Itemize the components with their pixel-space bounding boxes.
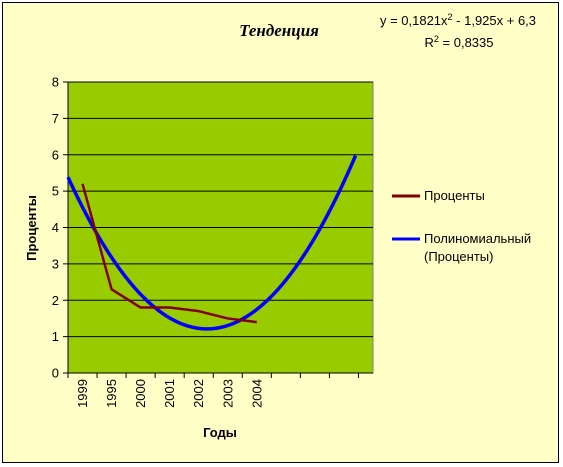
chart-title: Тенденция xyxy=(239,21,319,40)
x-axis-ticks: 1999 1995 2000 2001 2002 2003 2004 xyxy=(67,373,359,408)
y-tick-label: 3 xyxy=(52,256,59,271)
y-tick-label: 8 xyxy=(52,75,59,90)
x-tick-label: 2001 xyxy=(162,379,177,408)
equation-line-2: R2 = 0,8335 xyxy=(425,34,494,50)
y-axis-label: Проценты xyxy=(24,195,39,261)
y-tick-label: 2 xyxy=(52,293,59,308)
x-tick-label: 2003 xyxy=(220,379,235,408)
y-tick-label: 0 xyxy=(52,366,59,381)
series-polynomial-trend-line xyxy=(66,154,358,331)
y-axis-ticks: 0 1 2 3 4 5 6 7 8 xyxy=(52,75,68,381)
y-tick-label: 5 xyxy=(52,184,59,199)
y-tick-label: 7 xyxy=(52,111,59,126)
legend-label-polynomial: Полиномиальный (Проценты) xyxy=(424,231,535,264)
x-tick-label: 1999 xyxy=(75,379,90,408)
x-tick-label: 1995 xyxy=(104,379,119,408)
legend-label-percent: Проценты xyxy=(424,188,485,203)
x-tick-label: 2004 xyxy=(249,379,264,408)
x-tick-label: 2000 xyxy=(133,379,148,408)
equation-line-1: y = 0,1821x2 - 1,925x + 6,3 xyxy=(380,12,536,28)
trendline-equation: y = 0,1821x2 - 1,925x + 6,3 R2 = 0,8335 xyxy=(380,12,536,50)
x-axis-label: Годы xyxy=(203,425,237,440)
legend-label-polynomial-line-1: Полиномиальный xyxy=(424,231,531,246)
y-tick-label: 4 xyxy=(52,220,59,235)
series-percent-line xyxy=(81,183,257,324)
legend: Проценты Полиномиальный (Проценты) xyxy=(392,188,535,264)
y-tick-label: 6 xyxy=(52,147,59,162)
y-tick-label: 1 xyxy=(52,329,59,344)
x-tick-label: 2002 xyxy=(191,379,206,408)
legend-label-polynomial-line-2: (Проценты) xyxy=(424,249,493,264)
